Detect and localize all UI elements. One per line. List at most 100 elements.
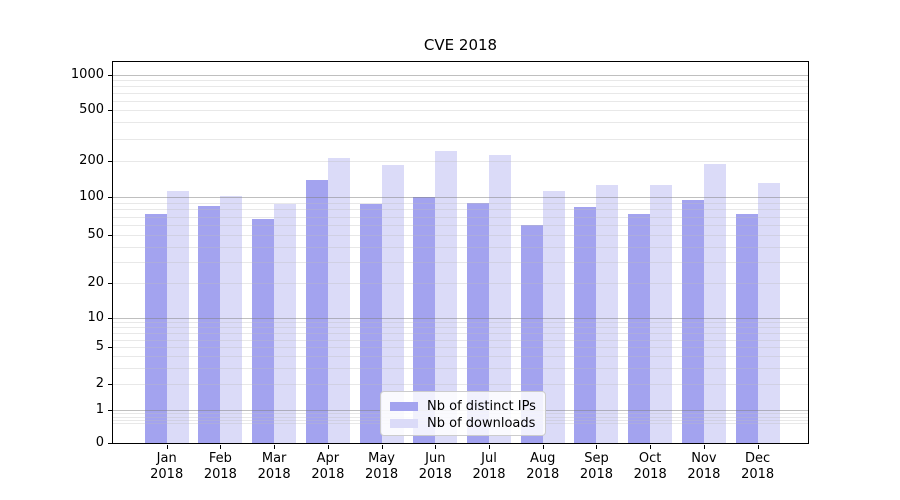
legend-label-distinct-ips: Nb of distinct IPs	[427, 399, 536, 414]
x-tick-month: Jul	[481, 451, 497, 466]
bar-distinct-ips-apr	[305, 179, 328, 443]
plot-area	[112, 61, 809, 444]
x-tick-year: 2018	[741, 467, 775, 482]
x-tick-month: Feb	[208, 451, 232, 466]
bar-distinct-ips-jun	[413, 196, 436, 443]
bar-downloads-jan	[166, 191, 189, 443]
x-tick-year: 2018	[311, 467, 345, 482]
x-tick-label: Aug 2018	[515, 451, 571, 483]
minor-gridline	[113, 282, 808, 284]
x-tick-year: 2018	[579, 467, 613, 482]
minor-gridline	[113, 225, 808, 227]
y-tick-label: 5	[95, 339, 104, 355]
bar-downloads-dec	[757, 182, 780, 443]
bar-distinct-ips-mar	[252, 218, 275, 443]
y-tick-mark	[108, 410, 112, 412]
y-tick-mark	[108, 235, 112, 237]
x-tick-year: 2018	[150, 467, 184, 482]
x-tick-month: Mar	[261, 451, 287, 466]
bar-distinct-ips-jul	[467, 202, 490, 443]
minor-gridline	[113, 339, 808, 341]
y-tick-label: 100	[79, 188, 104, 204]
y-tick-label: 500	[79, 102, 104, 118]
x-tick-year: 2018	[203, 467, 237, 482]
x-tick-year: 2018	[365, 467, 399, 482]
bar-downloads-jul	[489, 154, 512, 443]
minor-gridline	[113, 138, 808, 140]
x-tick-mark	[274, 445, 276, 449]
bar-downloads-mar	[274, 203, 297, 443]
major-gridline	[113, 317, 808, 319]
y-tick-label: 200	[79, 153, 104, 169]
x-tick-year: 2018	[526, 467, 560, 482]
y-tick-label: 50	[87, 227, 104, 243]
bar-downloads-jun	[435, 150, 458, 443]
bar-distinct-ips-dec	[735, 214, 758, 443]
x-tick-year: 2018	[418, 467, 452, 482]
y-tick-mark	[108, 196, 112, 198]
minor-gridline	[113, 92, 808, 94]
minor-gridline	[113, 322, 808, 324]
bar-downloads-aug	[542, 190, 565, 443]
x-tick-mark	[435, 445, 437, 449]
y-tick-label: 0	[95, 435, 104, 450]
minor-gridline	[113, 161, 808, 163]
minor-gridline	[113, 86, 808, 88]
minor-gridline	[113, 367, 808, 369]
x-tick-mark	[220, 445, 222, 449]
minor-gridline	[113, 209, 808, 211]
x-tick-month: May	[368, 451, 396, 466]
x-tick-month: Dec	[745, 451, 771, 466]
minor-gridline	[113, 246, 808, 248]
x-tick-label: Jan 2018	[139, 451, 195, 483]
minor-gridline	[113, 333, 808, 334]
legend-label-downloads: Nb of downloads	[427, 416, 536, 431]
bar-distinct-ips-feb	[198, 205, 221, 443]
minor-gridline	[113, 122, 808, 124]
x-tick-year: 2018	[687, 467, 721, 482]
bar-distinct-ips-sep	[574, 206, 597, 443]
x-tick-label: Dec 2018	[730, 451, 786, 483]
bar-downloads-sep	[596, 185, 619, 443]
x-tick-label: Mar 2018	[246, 451, 302, 483]
minor-gridline	[113, 235, 808, 237]
x-tick-month: Sep	[584, 451, 609, 466]
y-tick-mark	[108, 282, 112, 284]
x-tick-month: Aug	[530, 451, 556, 466]
x-tick-month: Apr	[316, 451, 340, 466]
y-tick-mark	[108, 317, 112, 319]
minor-gridline	[113, 356, 808, 358]
x-tick-mark	[757, 445, 759, 449]
y-tick-mark	[108, 443, 112, 444]
x-tick-label: Feb 2018	[192, 451, 248, 483]
x-tick-label: Jul 2018	[461, 451, 517, 483]
x-tick-month: Nov	[691, 451, 717, 466]
x-tick-label: Nov 2018	[676, 451, 732, 483]
legend-item-distinct-ips: Nb of distinct IPs	[390, 398, 536, 415]
x-tick-label: Jun 2018	[407, 451, 463, 483]
minor-gridline	[113, 110, 808, 112]
x-tick-month: Oct	[638, 451, 662, 466]
x-tick-mark	[596, 445, 598, 449]
minor-gridline	[113, 80, 808, 82]
legend-swatch-distinct-ips	[390, 402, 418, 411]
x-tick-label: May 2018	[354, 451, 410, 483]
minor-gridline	[113, 202, 808, 204]
y-tick-label: 10	[87, 309, 104, 325]
bar-distinct-ips-nov	[681, 199, 704, 443]
minor-gridline	[113, 327, 808, 329]
x-tick-mark	[542, 445, 544, 449]
legend-item-downloads: Nb of downloads	[390, 415, 535, 432]
y-tick-mark	[108, 347, 112, 349]
minor-gridline	[113, 347, 808, 349]
x-tick-label: Sep 2018	[568, 451, 624, 483]
bar-downloads-nov	[703, 164, 726, 443]
bar-downloads-oct	[650, 185, 673, 443]
y-tick-label: 1	[95, 402, 104, 418]
bar-downloads-may	[381, 164, 404, 443]
y-tick-label: 2	[95, 376, 104, 392]
x-tick-mark	[381, 445, 383, 449]
minor-gridline	[113, 261, 808, 263]
x-tick-month: Jun	[425, 451, 446, 466]
